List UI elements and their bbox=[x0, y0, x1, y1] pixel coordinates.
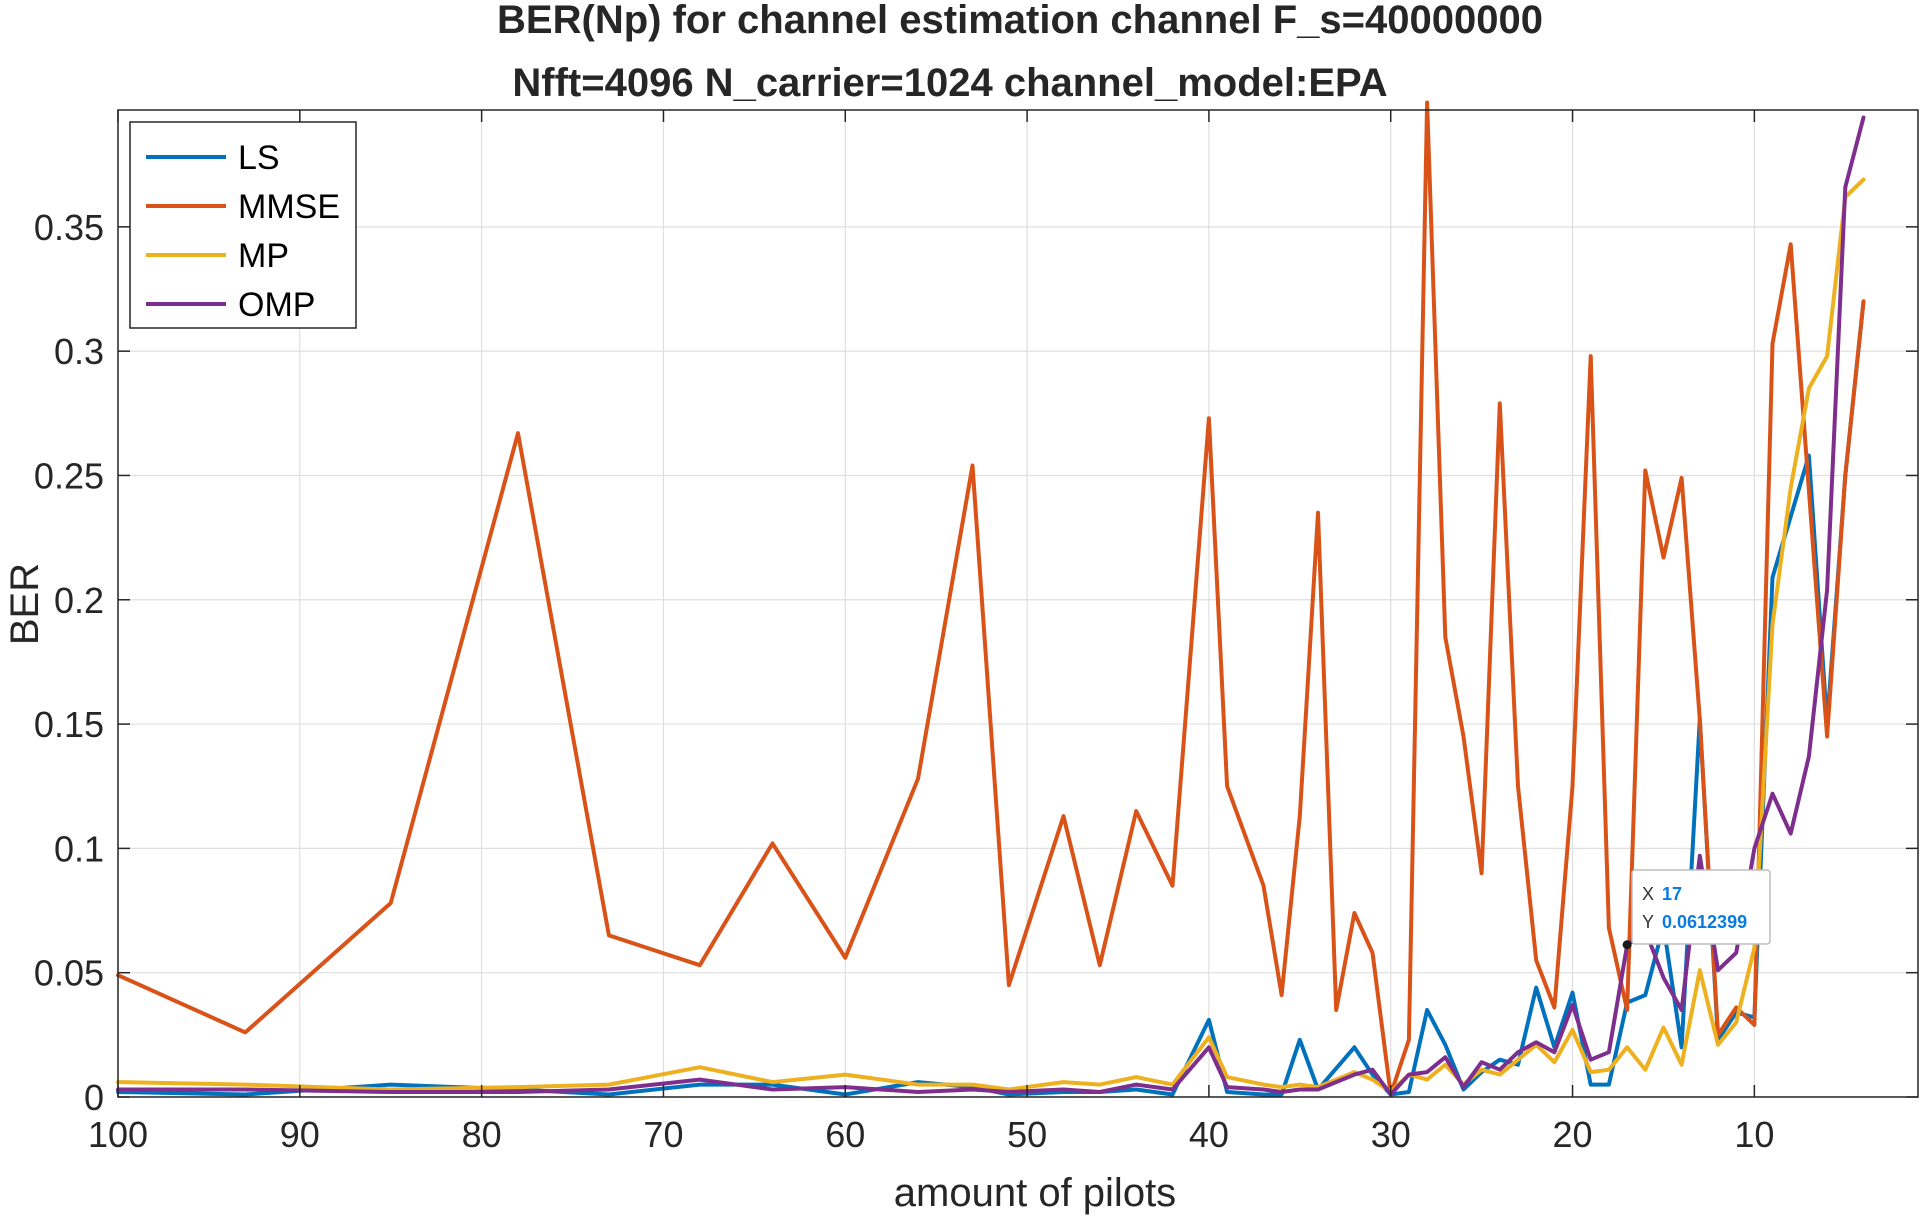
y-tick-label: 0.35 bbox=[34, 207, 104, 248]
data-tip-y-value: 0.0612399 bbox=[1662, 912, 1747, 932]
y-tick-label: 0.2 bbox=[54, 580, 104, 621]
x-tick-label: 20 bbox=[1553, 1114, 1593, 1155]
legend-label-mp: MP bbox=[238, 237, 289, 275]
x-tick-label: 70 bbox=[643, 1114, 683, 1155]
y-tick-label: 0.05 bbox=[34, 953, 104, 994]
x-tick-label: 10 bbox=[1734, 1114, 1774, 1155]
data-tip-y-label: Y bbox=[1642, 912, 1654, 932]
plot-area bbox=[118, 110, 1918, 1097]
chart-title: BER(Np) for channel estimation channel F… bbox=[497, 0, 1543, 42]
data-tip-marker[interactable] bbox=[1622, 940, 1632, 950]
series-line-mmse bbox=[116, 100, 1866, 1097]
data-tip-x-label: X bbox=[1642, 884, 1654, 904]
x-tick-label: 90 bbox=[280, 1114, 320, 1155]
y-tick-label: 0 bbox=[84, 1077, 104, 1118]
data-tip-box bbox=[1631, 869, 1771, 945]
y-tick-label: 0.15 bbox=[34, 704, 104, 745]
series-line-mp bbox=[116, 177, 1866, 1094]
y-tick-label: 0.3 bbox=[54, 331, 104, 372]
y-tick-label: 0.1 bbox=[54, 828, 104, 869]
x-tick-label: 30 bbox=[1371, 1114, 1411, 1155]
chart-subtitle: Nfft=4096 N_carrier=1024 channel_model:E… bbox=[512, 61, 1387, 105]
legend-label-omp: OMP bbox=[238, 286, 315, 324]
y-axis-label: BER bbox=[3, 563, 47, 645]
x-tick-label: 60 bbox=[825, 1114, 865, 1155]
legend[interactable]: LS MMSE MP OMP bbox=[129, 121, 357, 329]
axes-box bbox=[117, 109, 1919, 1098]
legend-label-mmse: MMSE bbox=[238, 188, 340, 226]
series-line-omp bbox=[116, 115, 1866, 1097]
data-tip[interactable]: X 17 Y 0.0612399 bbox=[1622, 869, 1771, 950]
legend-label-ls: LS bbox=[238, 139, 280, 177]
x-axis-label: amount of pilots bbox=[894, 1171, 1176, 1215]
x-tick-label: 80 bbox=[462, 1114, 502, 1155]
x-tick-label: 50 bbox=[1007, 1114, 1047, 1155]
y-tick-label: 0.25 bbox=[34, 455, 104, 496]
series-lines bbox=[116, 100, 1866, 1097]
data-tip-x-value: 17 bbox=[1662, 884, 1682, 904]
x-tick-label: 40 bbox=[1189, 1114, 1229, 1155]
axis-ticks: 100 90 80 70 60 50 40 30 20 1000.050.10.150.20.25… bbox=[34, 110, 1918, 1155]
x-tick-label: 100 bbox=[88, 1114, 148, 1155]
